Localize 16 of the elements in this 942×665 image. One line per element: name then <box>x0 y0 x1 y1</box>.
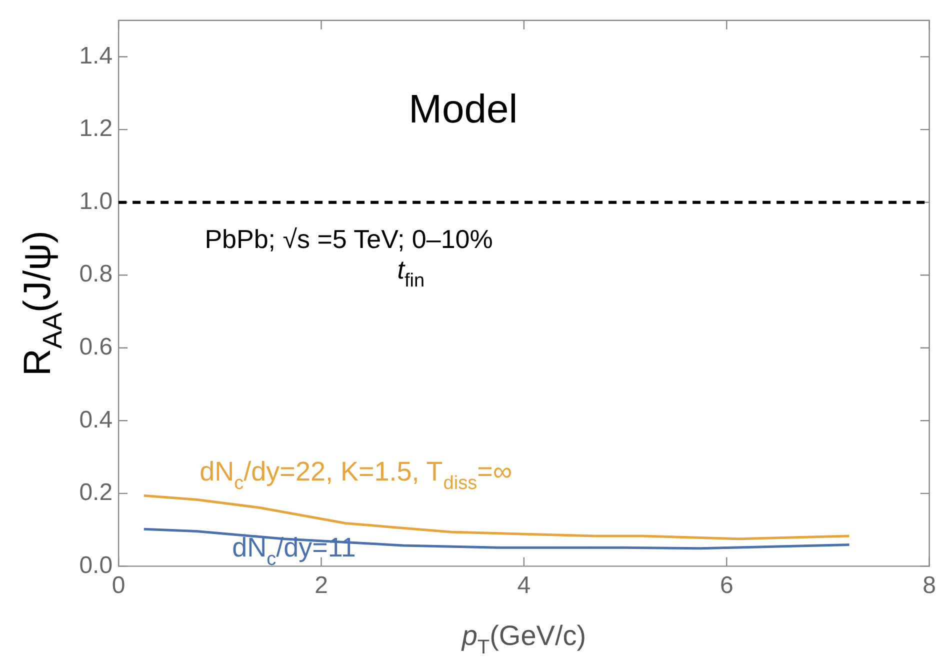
annotation: PbPb; √s =5 TeV; 0–10% <box>204 224 493 254</box>
y-tick-label: 0.0 <box>79 552 113 579</box>
x-tick-label: 0 <box>112 572 126 600</box>
y-tick-label: 0.4 <box>79 406 113 434</box>
y-tick-label: 1.4 <box>79 42 113 70</box>
y-tick-label: 1.0 <box>79 188 113 215</box>
x-tick-label: 2 <box>314 572 328 600</box>
x-tick-label: 4 <box>517 572 531 600</box>
y-tick-label: 0.6 <box>79 334 113 361</box>
y-tick-label: 0.2 <box>79 479 113 506</box>
y-tick-label: 0.8 <box>79 260 113 288</box>
y-axis-title: RAA(J/ψ) <box>17 230 68 376</box>
text: Model <box>408 87 518 132</box>
y-tick-label: 1.2 <box>79 115 113 142</box>
x-tick-label: 6 <box>720 572 734 600</box>
x-tick-label: 8 <box>922 572 936 600</box>
